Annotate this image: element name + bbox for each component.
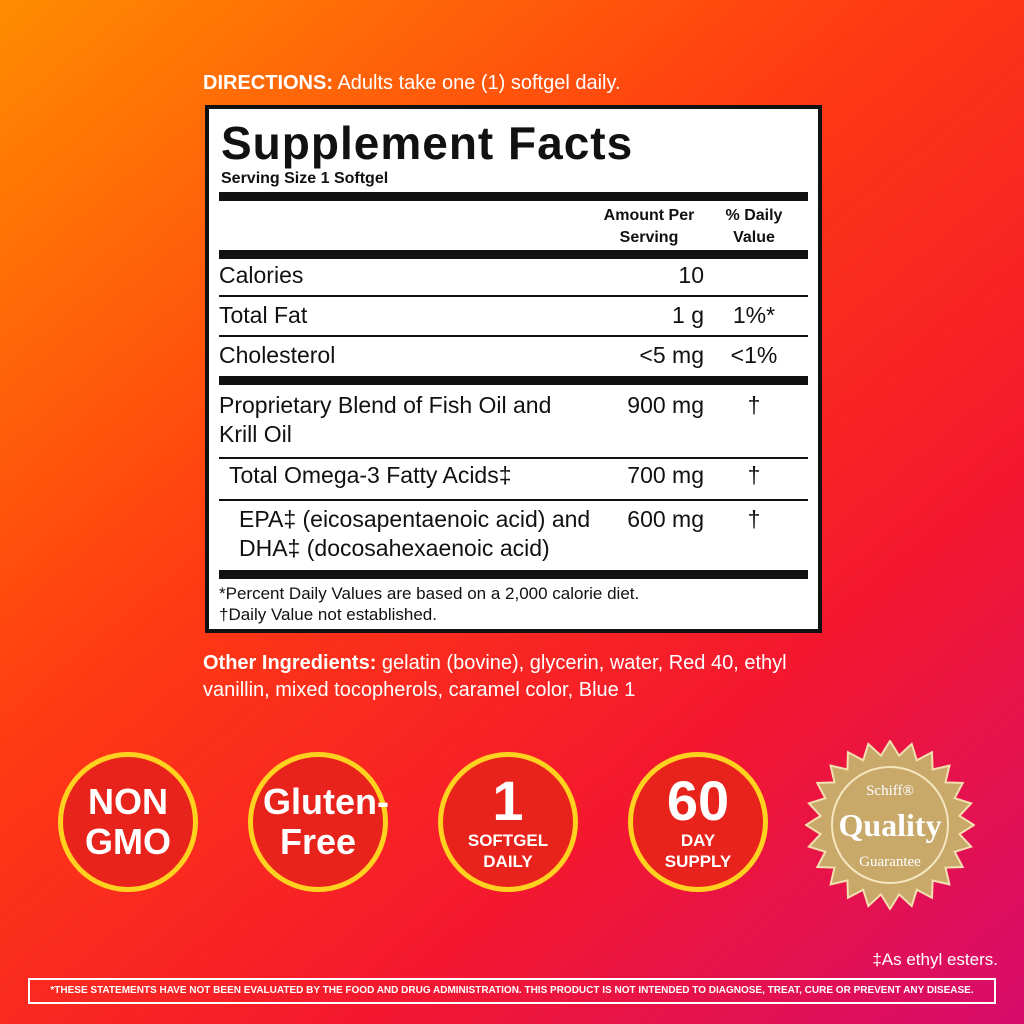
row-name: Total Fat [219, 302, 308, 328]
row-name: EPA‡ (eicosapentaenoic acid) and DHA‡ (d… [239, 506, 591, 561]
badge: Gluten-Free [248, 752, 389, 892]
badge: NON GMO [58, 752, 198, 892]
seal-sub: Guarantee [859, 854, 921, 870]
row-amount: 600 mg [627, 506, 704, 532]
row-name: Proprietary Blend of Fish Oil and Krill … [219, 392, 552, 447]
footnote: †Daily Value not established. [219, 605, 437, 624]
serving-size: Serving Size 1 Softgel [221, 170, 389, 187]
badge: 1 SOFTGEL DAILY [438, 752, 578, 892]
footnote: *Percent Daily Values are based on a 2,0… [219, 584, 640, 603]
badge-big: NON GMO [85, 781, 171, 862]
badge: 60 DAY SUPPLY [628, 752, 768, 892]
ingredients-text: gelatin (bovine), glycerin, water, Red 4… [203, 652, 787, 701]
separator [219, 335, 808, 337]
row-amount: 900 mg [627, 392, 704, 418]
directions: DIRECTIONS: Adults take one (1) softgel … [203, 72, 621, 95]
row-dv: † [747, 392, 761, 418]
column-header: Amount Per Serving [603, 207, 695, 246]
separator [219, 295, 808, 297]
badge-small: DAY SUPPLY [664, 831, 732, 871]
row-amount: <5 mg [639, 342, 704, 368]
separator [219, 457, 808, 459]
disclaimer: *THESE STATEMENTS HAVE NOT BEEN EVALUATE… [28, 978, 996, 1004]
row-amount: 10 [678, 262, 704, 288]
esters-note: ‡As ethyl esters. [872, 950, 998, 969]
directions-label: DIRECTIONS: [203, 72, 333, 94]
row-dv: † [747, 506, 761, 532]
separator [219, 499, 808, 501]
seal-word: Quality [838, 807, 941, 843]
row-name: Calories [219, 262, 304, 288]
separator [219, 376, 808, 385]
row-dv: <1% [730, 342, 778, 368]
badge-small: SOFTGEL DAILY [467, 831, 549, 871]
column-header: % Daily Value [725, 207, 783, 246]
other-ingredients: Other Ingredients: gelatin (bovine), gly… [203, 650, 823, 704]
row-dv: † [747, 462, 761, 488]
row-dv: 1%* [732, 302, 776, 328]
seal-brand: Schiff® [866, 783, 914, 799]
row-name: Total Omega-3 Fatty Acids‡ [229, 462, 512, 488]
badge-big: 1 [492, 769, 524, 832]
row-name: Cholesterol [219, 342, 336, 368]
badge-big: Gluten-Free [263, 781, 389, 862]
row-amount: 1 g [672, 302, 704, 328]
badge-big: 60 [666, 769, 730, 832]
ingredients-label: Other Ingredients: [203, 652, 377, 674]
row-amount: 700 mg [627, 462, 704, 488]
facts-title: Supplement Facts [221, 117, 634, 169]
supplement-facts: Supplement Facts Serving Size 1 Softgel … [205, 105, 822, 633]
quality-seal: Schiff® Quality Guarantee [805, 740, 975, 910]
directions-text: Adults take one (1) softgel daily. [337, 72, 621, 94]
